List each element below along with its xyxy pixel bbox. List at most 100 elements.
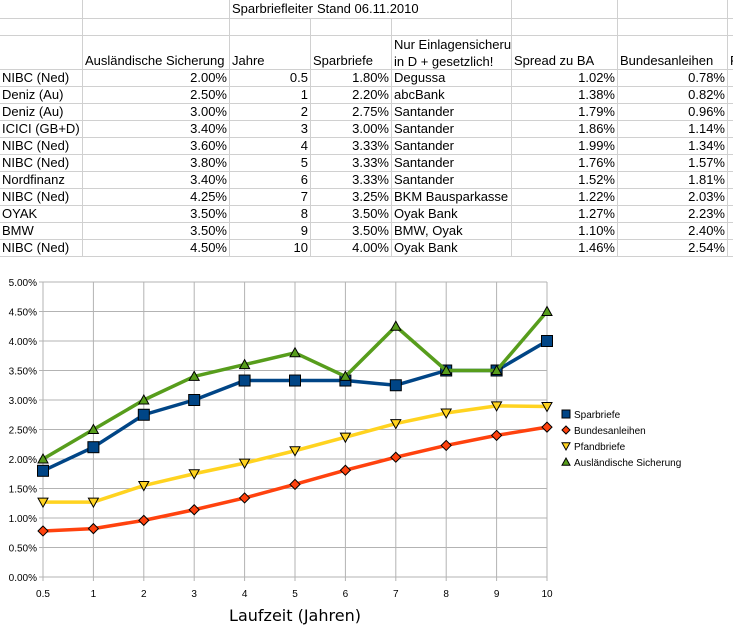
- table-cell[interactable]: abcBank: [392, 87, 512, 104]
- header-cell[interactable]: Ausländische Sicherung: [83, 36, 230, 70]
- cell[interactable]: [0, 19, 83, 36]
- table-cell[interactable]: 3.50%: [311, 206, 392, 223]
- table-cell[interactable]: OYAK: [0, 206, 83, 223]
- cell[interactable]: [728, 121, 733, 138]
- cell[interactable]: [728, 240, 733, 257]
- table-cell[interactable]: 2: [230, 104, 311, 121]
- table-cell[interactable]: 2.03%: [618, 189, 728, 206]
- cell[interactable]: [230, 19, 311, 36]
- cell[interactable]: [728, 223, 733, 240]
- cell[interactable]: [512, 19, 618, 36]
- cell[interactable]: [512, 0, 618, 19]
- table-cell[interactable]: Santander: [392, 155, 512, 172]
- header-cell[interactable]: Spread zu BA: [512, 36, 618, 70]
- table-cell[interactable]: 2.40%: [618, 223, 728, 240]
- cell[interactable]: [728, 138, 733, 155]
- table-cell[interactable]: Santander: [392, 104, 512, 121]
- header-cell[interactable]: Bundesanleihen: [618, 36, 728, 70]
- table-cell[interactable]: NIBC (Ned): [0, 138, 83, 155]
- cell[interactable]: [728, 0, 733, 19]
- table-cell[interactable]: NIBC (Ned): [0, 70, 83, 87]
- table-cell[interactable]: 0.78%: [618, 70, 728, 87]
- header-cell[interactable]: Jahre: [230, 36, 311, 70]
- table-cell[interactable]: 3.50%: [311, 223, 392, 240]
- header-cell[interactable]: [0, 36, 83, 70]
- cell[interactable]: [618, 0, 728, 19]
- table-cell[interactable]: 3.50%: [83, 223, 230, 240]
- cell[interactable]: [392, 19, 512, 36]
- cell[interactable]: [83, 19, 230, 36]
- table-cell[interactable]: 9: [230, 223, 311, 240]
- sheet-title-row[interactable]: Sparbriefleiter Stand 06.11.2010: [230, 0, 512, 19]
- table-cell[interactable]: 8: [230, 206, 311, 223]
- cell[interactable]: [728, 87, 733, 104]
- header-cell[interactable]: P: [728, 36, 733, 70]
- table-cell[interactable]: 1: [230, 87, 311, 104]
- table-cell[interactable]: 4.25%: [83, 189, 230, 206]
- table-cell[interactable]: 1.10%: [512, 223, 618, 240]
- table-cell[interactable]: 10: [230, 240, 311, 257]
- table-cell[interactable]: 0.96%: [618, 104, 728, 121]
- table-cell[interactable]: Nordfinanz: [0, 172, 83, 189]
- table-cell[interactable]: NIBC (Ned): [0, 189, 83, 206]
- table-cell[interactable]: 3.40%: [83, 121, 230, 138]
- table-cell[interactable]: 6: [230, 172, 311, 189]
- table-cell[interactable]: 0.82%: [618, 87, 728, 104]
- cell[interactable]: [728, 70, 733, 87]
- table-cell[interactable]: 1.81%: [618, 172, 728, 189]
- table-cell[interactable]: 3.00%: [311, 121, 392, 138]
- table-cell[interactable]: ICICI (GB+D): [0, 121, 83, 138]
- table-cell[interactable]: NIBC (Ned): [0, 240, 83, 257]
- cell[interactable]: [311, 19, 392, 36]
- table-cell[interactable]: 1.80%: [311, 70, 392, 87]
- table-cell[interactable]: 4.50%: [83, 240, 230, 257]
- table-cell[interactable]: Deniz (Au): [0, 87, 83, 104]
- cell[interactable]: [728, 155, 733, 172]
- table-cell[interactable]: 2.50%: [83, 87, 230, 104]
- table-cell[interactable]: 1.34%: [618, 138, 728, 155]
- table-cell[interactable]: 1.79%: [512, 104, 618, 121]
- table-cell[interactable]: 2.75%: [311, 104, 392, 121]
- table-cell[interactable]: 4.00%: [311, 240, 392, 257]
- table-cell[interactable]: 3.25%: [311, 189, 392, 206]
- table-cell[interactable]: 3.33%: [311, 172, 392, 189]
- cell[interactable]: [618, 19, 728, 36]
- table-cell[interactable]: Oyak Bank: [392, 240, 512, 257]
- table-cell[interactable]: 3.33%: [311, 138, 392, 155]
- header-cell[interactable]: Sparbriefe: [311, 36, 392, 70]
- table-cell[interactable]: BMW: [0, 223, 83, 240]
- table-cell[interactable]: 1.38%: [512, 87, 618, 104]
- table-cell[interactable]: 3.80%: [83, 155, 230, 172]
- line-chart[interactable]: 0.00% 0.50% 1.00% 1.50% 2.00% 2.50% 3.00% 3.50%…: [0, 262, 733, 631]
- table-cell[interactable]: Santander: [392, 138, 512, 155]
- cell[interactable]: [728, 104, 733, 121]
- table-cell[interactable]: 1.46%: [512, 240, 618, 257]
- table-cell[interactable]: 3.60%: [83, 138, 230, 155]
- table-cell[interactable]: NIBC (Ned): [0, 155, 83, 172]
- table-cell[interactable]: Santander: [392, 172, 512, 189]
- table-cell[interactable]: 0.5: [230, 70, 311, 87]
- table-cell[interactable]: 2.54%: [618, 240, 728, 257]
- table-cell[interactable]: 1.76%: [512, 155, 618, 172]
- table-cell[interactable]: 3.33%: [311, 155, 392, 172]
- table-cell[interactable]: 1.52%: [512, 172, 618, 189]
- table-cell[interactable]: 2.00%: [83, 70, 230, 87]
- table-cell[interactable]: Degussa: [392, 70, 512, 87]
- cell[interactable]: [728, 172, 733, 189]
- table-cell[interactable]: 2.20%: [311, 87, 392, 104]
- table-cell[interactable]: BMW, Oyak: [392, 223, 512, 240]
- cell[interactable]: [83, 0, 230, 19]
- table-cell[interactable]: 1.86%: [512, 121, 618, 138]
- table-cell[interactable]: 4: [230, 138, 311, 155]
- table-cell[interactable]: BKM Bausparkasse: [392, 189, 512, 206]
- spreadsheet-grid[interactable]: Sparbriefleiter Stand 06.11.2010 Ausländis…: [0, 0, 733, 262]
- table-cell[interactable]: Deniz (Au): [0, 104, 83, 121]
- table-cell[interactable]: Oyak Bank: [392, 206, 512, 223]
- table-cell[interactable]: 3.50%: [83, 206, 230, 223]
- cell[interactable]: [0, 0, 83, 19]
- table-cell[interactable]: 1.27%: [512, 206, 618, 223]
- table-cell[interactable]: 1.14%: [618, 121, 728, 138]
- cell[interactable]: [728, 206, 733, 223]
- table-cell[interactable]: 3.00%: [83, 104, 230, 121]
- cell[interactable]: [728, 19, 733, 36]
